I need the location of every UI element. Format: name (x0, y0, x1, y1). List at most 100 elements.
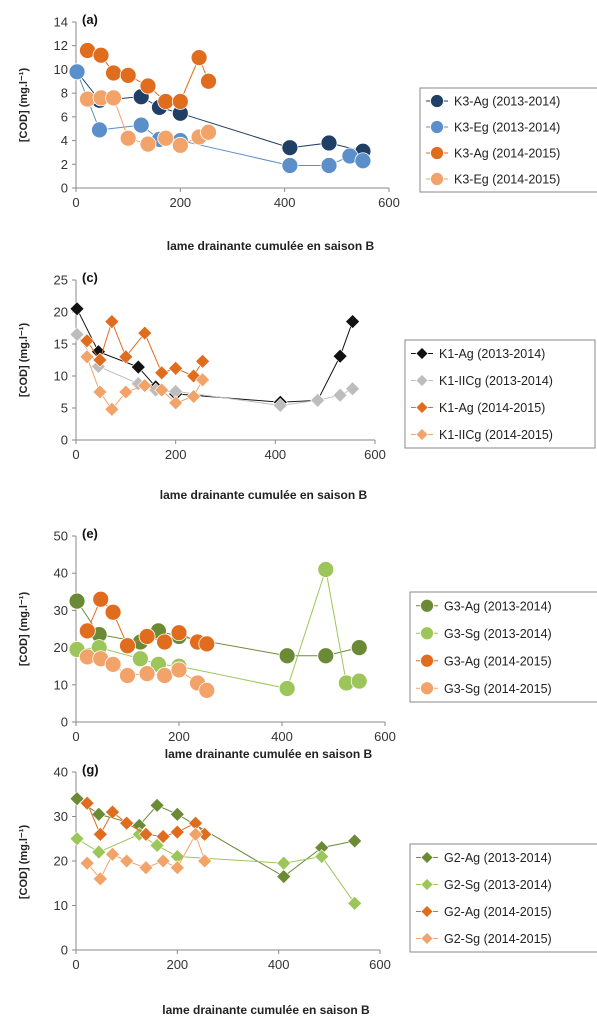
x-tick-label: 400 (264, 447, 286, 462)
legend-entry-label: G3-Sg (2014-2015) (444, 682, 552, 696)
data-point (169, 806, 185, 822)
data-point (149, 797, 165, 813)
legend-entry-label: K3-Eg (2013-2014) (454, 121, 560, 135)
data-point (198, 635, 216, 653)
data-point (137, 378, 153, 394)
y-tick-label: 25 (54, 273, 68, 288)
data-point (119, 637, 136, 655)
y-tick-label: 10 (54, 677, 68, 692)
panel-label: (e) (82, 526, 98, 541)
data-point (155, 853, 171, 869)
legend-swatch-marker (415, 428, 429, 441)
legend-entry-label: G3-Sg (2013-2014) (444, 627, 552, 641)
data-point (119, 667, 136, 684)
data-point (170, 661, 188, 679)
data-point (170, 624, 188, 642)
data-point (92, 826, 108, 842)
series-3 (79, 795, 213, 844)
data-point (168, 395, 184, 411)
x-tick-label: 200 (166, 957, 188, 972)
legend-entry-label: K1-Ag (2013-2014) (439, 347, 545, 361)
y-axis-title: [COD] (mg.l⁻¹) (18, 592, 30, 667)
data-point (195, 372, 211, 388)
legend-swatch-marker (430, 120, 444, 134)
legend-box (419, 87, 597, 193)
series-2 (69, 826, 363, 911)
data-point (169, 824, 185, 840)
series-line (76, 71, 364, 166)
data-point (69, 791, 85, 807)
data-point (104, 314, 120, 330)
legend-entry-label: G2-Ag (2014-2015) (444, 905, 552, 919)
chart-panel-c: 0 5 10 15 20 25 0 200 400 600 lame drainante cumul… (0, 258, 597, 512)
data-point (354, 152, 372, 170)
data-point (314, 849, 330, 864)
data-point (91, 844, 107, 860)
data-point (168, 360, 184, 376)
data-point (317, 561, 335, 578)
legend-entry-label: K1-IICg (2013-2014) (439, 374, 553, 388)
x-tick-label: 600 (378, 195, 400, 210)
data-point (131, 650, 149, 668)
data-point (347, 895, 363, 911)
data-point (350, 639, 368, 657)
data-point (332, 387, 348, 403)
legend: G2-Ag (2013-2014) G2-Sg (2013-2014) G2-Ag … (409, 843, 597, 953)
legend-swatch-marker (415, 374, 429, 387)
y-tick-label: 40 (54, 765, 68, 780)
data-point (138, 628, 156, 645)
data-point (157, 93, 175, 110)
data-point (119, 815, 135, 831)
data-point (118, 384, 134, 400)
data-point (195, 353, 211, 369)
legend-entry-label: K1-Ag (2014-2015) (439, 401, 545, 415)
x-tick-label: 400 (268, 957, 290, 972)
series-4 (79, 89, 217, 154)
data-point (149, 838, 165, 853)
data-point (104, 603, 122, 621)
data-point (186, 389, 202, 404)
data-point (154, 382, 170, 398)
series-line (76, 798, 355, 878)
y-tick-label: 0 (61, 715, 68, 730)
data-point (104, 401, 120, 417)
data-point (92, 384, 108, 400)
data-point (92, 352, 108, 368)
chart-panel-g: 0 10 20 30 40 0 200 400 600 lame drainante cumulé… (0, 762, 597, 1017)
data-point (118, 349, 134, 365)
series-3 (78, 590, 216, 655)
y-tick-label: 30 (54, 809, 68, 824)
data-point (79, 855, 95, 871)
x-tick-label: 0 (72, 729, 79, 744)
data-point (198, 681, 216, 699)
data-point (92, 590, 110, 608)
data-point (276, 869, 292, 884)
data-point (105, 89, 122, 107)
data-point (188, 826, 203, 842)
data-point (200, 72, 217, 90)
data-point (171, 93, 189, 110)
data-point (132, 116, 150, 134)
data-point (119, 66, 137, 84)
data-point (317, 647, 335, 665)
data-point (68, 63, 86, 81)
data-point (79, 349, 95, 365)
series-2 (69, 326, 360, 413)
x-tick-label: 200 (165, 447, 187, 462)
data-point (276, 855, 292, 871)
y-axis-title: [COD] (mg.l⁻¹) (18, 825, 30, 900)
data-point (156, 667, 173, 684)
legend-entry-label: G3-Ag (2014-2015) (444, 654, 552, 668)
data-point (345, 314, 360, 330)
series-line (76, 569, 360, 690)
data-point (169, 860, 185, 876)
legend-swatch-marker (420, 681, 434, 696)
series-4 (79, 349, 211, 417)
data-point (347, 833, 363, 849)
legend-swatch-marker (415, 401, 429, 414)
data-point (105, 64, 122, 82)
data-point (157, 129, 175, 147)
data-point (92, 46, 110, 64)
x-axis-title: lame drainante cumulée en saison B (162, 1003, 370, 1017)
